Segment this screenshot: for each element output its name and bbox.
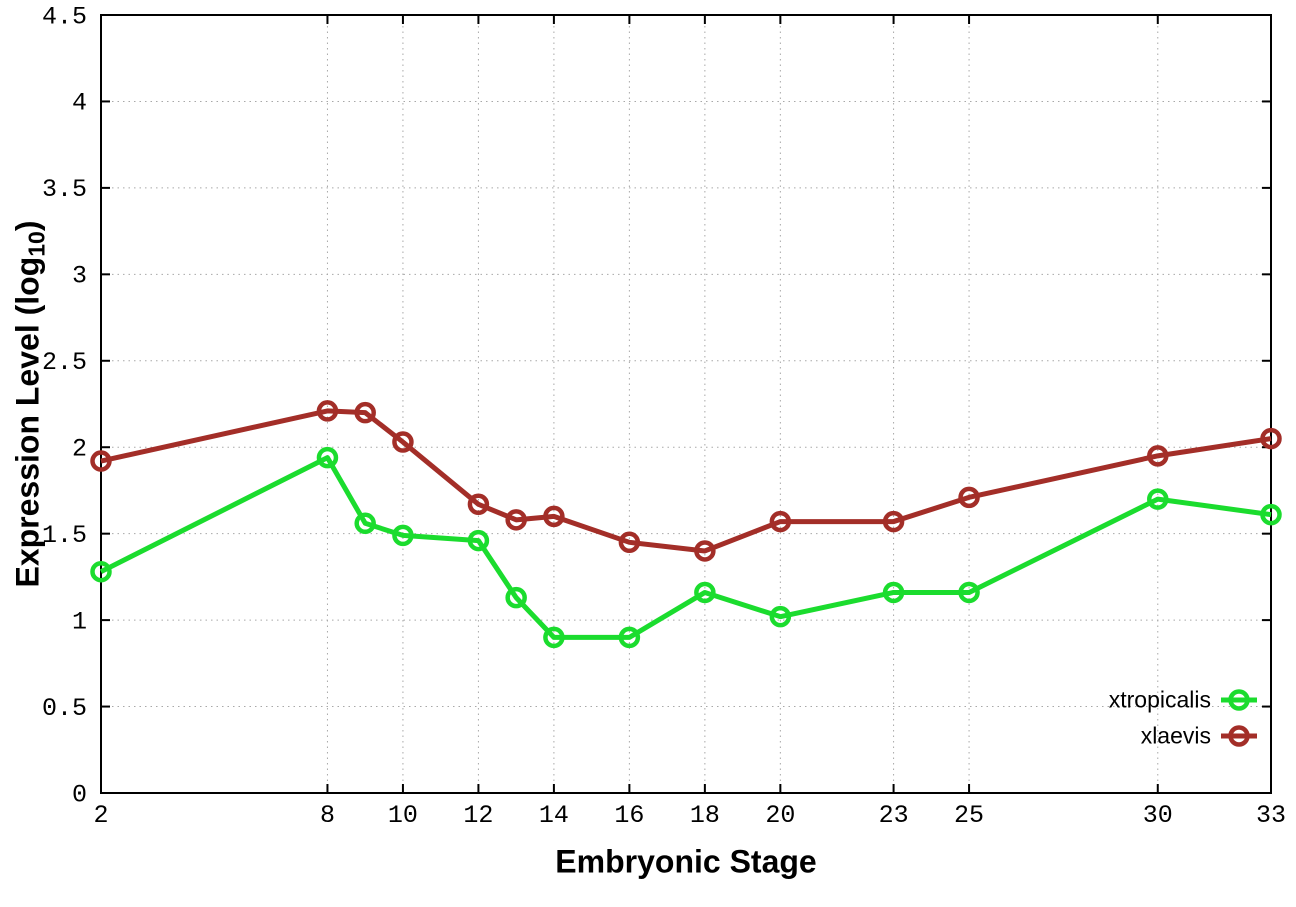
data-point-xtropicalis [618, 626, 641, 649]
legend-entry-xtropicalis: xtropicalis [1109, 687, 1257, 713]
data-point-xlaevis [90, 450, 112, 472]
series-xtropicalis [90, 446, 1282, 649]
legend-label-xlaevis: xlaevis [1141, 723, 1211, 749]
data-point-xtropicalis [958, 581, 980, 604]
legend-entry-xlaevis: xlaevis [1141, 723, 1257, 749]
data-point-xlaevis [1147, 445, 1169, 467]
data-point-xlaevis [1260, 427, 1282, 450]
y-tick-label: 0 [72, 780, 87, 809]
data-point-xtropicalis [467, 529, 490, 552]
x-tick-label: 16 [614, 801, 644, 830]
grid [101, 15, 1271, 793]
legend-marker-xtropicalis-icon [1228, 689, 1250, 711]
data-point-xlaevis [769, 510, 792, 533]
data-point-xlaevis [958, 486, 980, 509]
data-point-xlaevis [316, 400, 339, 422]
data-point-xlaevis [618, 531, 641, 554]
y-tick-label: 4.5 [42, 2, 87, 31]
y-tick-label: 1.5 [42, 521, 87, 550]
data-point-xtropicalis [543, 626, 565, 649]
x-tick-label: 8 [320, 801, 335, 830]
legend-marker-xlaevis-icon [1228, 725, 1250, 747]
y-tick-label: 0.5 [42, 694, 87, 723]
x-tick-label: 18 [690, 801, 720, 830]
data-point-xtropicalis [882, 581, 905, 604]
y-axis-title-subscript: 10 [23, 231, 50, 257]
x-tick-label: 30 [1143, 801, 1173, 830]
data-point-xtropicalis [505, 586, 527, 609]
legend-label-xtropicalis: xtropicalis [1109, 687, 1211, 713]
x-tick-label: 2 [93, 801, 108, 830]
x-tick-label: 20 [765, 801, 795, 830]
data-point-xlaevis [467, 493, 490, 516]
data-point-xlaevis [392, 431, 414, 453]
tick-labels: 2 8 10 12 14 16 18 20 23 25 30 33 0 0.5 1 1.5 2 2.5 3 3.5 4 4… [42, 2, 1286, 830]
data-point-xtropicalis [694, 581, 716, 604]
data-point-xtropicalis [90, 560, 112, 583]
x-tick-label: 23 [879, 801, 909, 830]
data-point-xlaevis [543, 505, 565, 528]
data-point-xlaevis [882, 510, 905, 533]
y-tick-label: 1 [72, 607, 87, 636]
y-tick-label: 3 [72, 262, 87, 291]
x-tick-label: 33 [1256, 801, 1286, 830]
plot-border [100, 14, 1272, 794]
x-axis-title: Embryonic Stage [555, 843, 817, 880]
y-tick-label: 3.5 [42, 175, 87, 204]
data-point-xlaevis [694, 540, 716, 562]
data-point-xlaevis [505, 509, 527, 531]
y-axis-title-close: ) [9, 220, 46, 232]
x-tick-label: 25 [954, 801, 984, 830]
data-point-xtropicalis [1260, 503, 1282, 526]
y-tick-label: 2 [72, 434, 87, 463]
legend: xtropicalis xlaevis [1109, 687, 1257, 749]
x-tick-label: 12 [463, 801, 493, 830]
axis-ticks [100, 14, 1272, 794]
data-point-xlaevis [354, 401, 376, 424]
data-point-xtropicalis [316, 446, 339, 469]
data-point-xtropicalis [354, 512, 376, 535]
data-point-xtropicalis [769, 605, 792, 628]
data-point-xtropicalis [392, 524, 414, 547]
y-axis-title: Expression Level (log10) [10, 220, 51, 587]
y-tick-label: 4 [72, 89, 87, 118]
series-xlaevis [90, 400, 1282, 562]
x-tick-label: 14 [539, 801, 569, 830]
x-tick-label: 10 [388, 801, 418, 830]
y-axis-title-text: Expression Level (log [9, 256, 46, 588]
data-point-xtropicalis [1147, 488, 1169, 510]
y-tick-label: 2.5 [42, 348, 87, 377]
